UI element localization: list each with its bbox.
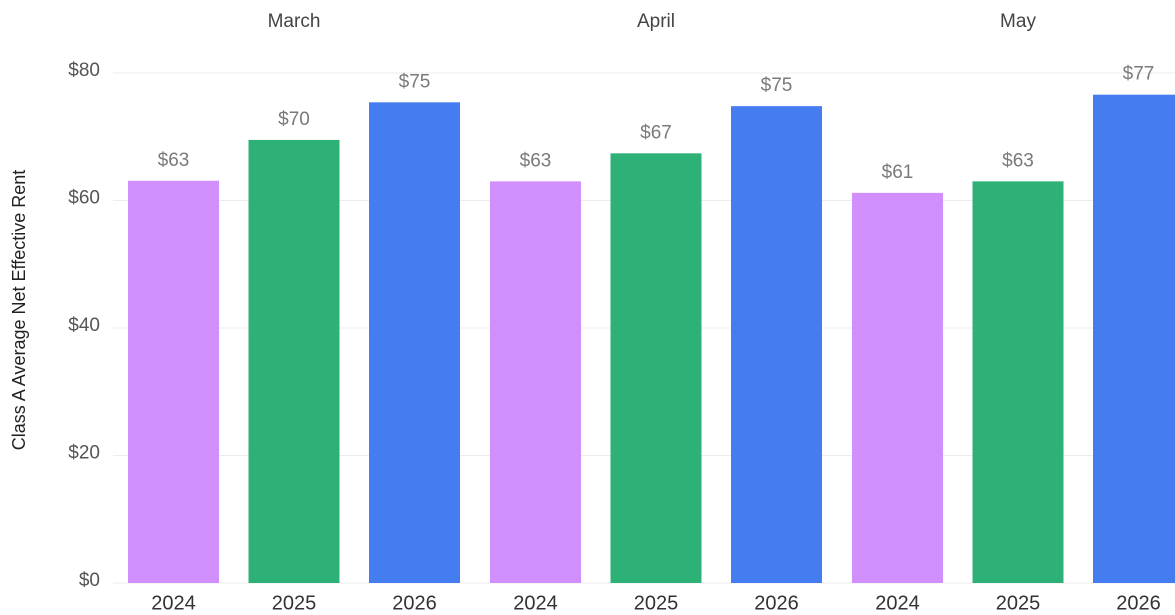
x-tick-label: 2026 — [754, 592, 799, 614]
y-tick-label: $80 — [68, 60, 100, 81]
value-label: $75 — [399, 71, 431, 92]
y-tick-label: $0 — [79, 570, 100, 591]
month-label: March — [268, 11, 321, 32]
y-tick-label: $40 — [68, 315, 100, 336]
x-tick-label: 2025 — [996, 592, 1041, 614]
value-label: $67 — [640, 122, 672, 143]
y-axis-title: Class A Average Net Effective Rent — [9, 170, 29, 451]
value-label: $63 — [158, 150, 190, 171]
x-tick-label: 2025 — [634, 592, 679, 614]
month-label: April — [637, 11, 675, 32]
bar — [852, 192, 943, 583]
bar — [972, 181, 1064, 583]
bar — [369, 102, 460, 583]
y-tick-label: $60 — [68, 188, 100, 209]
value-label: $77 — [1123, 64, 1155, 85]
bar — [248, 139, 340, 583]
value-label: $61 — [882, 162, 914, 183]
value-label: $75 — [761, 75, 793, 96]
month-label: May — [1000, 11, 1036, 32]
bar — [1093, 94, 1175, 584]
x-tick-label: 2024 — [875, 592, 920, 614]
x-tick-label: 2025 — [272, 592, 317, 614]
x-tick-label: 2026 — [1116, 592, 1161, 614]
bar — [610, 153, 702, 583]
value-label: $70 — [278, 109, 310, 130]
bar — [128, 180, 219, 584]
value-label: $63 — [1002, 150, 1034, 171]
bar — [731, 106, 822, 584]
y-tick-label: $20 — [68, 443, 100, 464]
x-tick-label: 2024 — [151, 592, 196, 614]
bar — [490, 181, 581, 583]
x-tick-label: 2026 — [392, 592, 437, 614]
value-label: $63 — [520, 150, 552, 171]
x-tick-label: 2024 — [513, 592, 558, 614]
